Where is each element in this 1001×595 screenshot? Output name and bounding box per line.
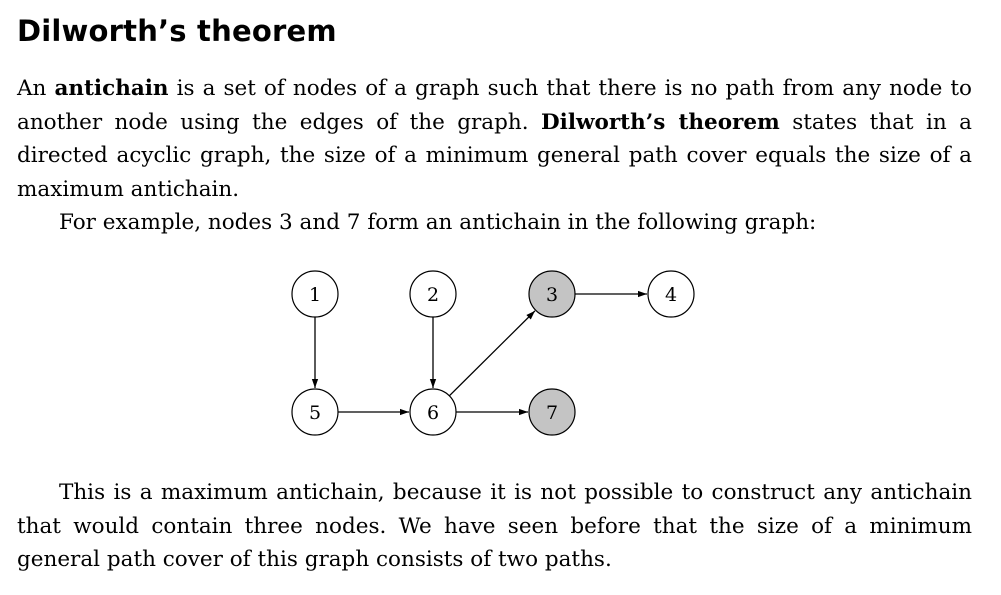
graph-node-label: 3	[546, 284, 558, 306]
graph-node-label: 2	[427, 284, 439, 306]
graph-node-label: 1	[309, 284, 321, 306]
graph-node-label: 6	[427, 402, 439, 424]
text-run: states that in a directed acyclic graph,…	[17, 109, 972, 202]
graph-node-1: 1	[291, 270, 339, 318]
graph-node-4: 4	[647, 270, 695, 318]
term-dilworths-theorem: Dilworth’s theorem	[541, 109, 780, 135]
paragraph-example: For example, nodes 3 and 7 form an antic…	[59, 210, 817, 235]
paragraph-definition: An antichain is a set of nodes of a grap…	[17, 72, 972, 206]
term-antichain: antichain	[54, 76, 169, 101]
section-title: Dilworth’s theorem	[17, 14, 337, 48]
paragraph-conclusion: This is a maximum antichain, because it …	[17, 480, 972, 572]
text-run: is a set of nodes of a graph such that t…	[17, 76, 972, 135]
graph-node-5: 5	[291, 388, 339, 436]
graph-node-label: 4	[665, 284, 677, 306]
graph-node-label: 5	[309, 402, 321, 424]
edge-6-3	[448, 310, 536, 397]
graph-node-label: 7	[546, 402, 558, 424]
text-run: An	[17, 76, 55, 101]
graph-node-3: 3	[528, 270, 576, 318]
graph-node-2: 2	[409, 270, 457, 318]
graph-node-6: 6	[409, 388, 457, 436]
graph-node-7: 7	[528, 388, 576, 436]
